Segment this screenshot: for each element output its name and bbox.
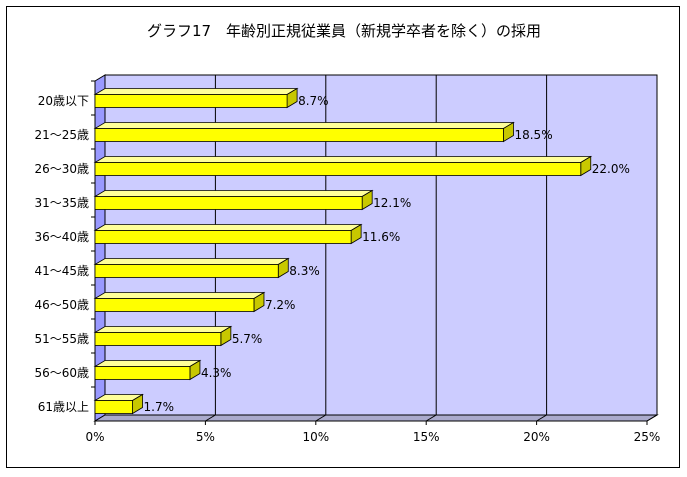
bar-top [93, 258, 290, 265]
x-tick-label: 10% [302, 430, 329, 444]
data-label: 7.2% [265, 298, 296, 312]
bar-top [93, 292, 266, 299]
bar [94, 366, 191, 380]
data-label: 8.7% [298, 94, 329, 108]
bar [94, 162, 582, 176]
bar-top [93, 224, 363, 231]
bar [94, 264, 279, 278]
bar [94, 196, 363, 210]
data-label: 12.1% [373, 196, 411, 210]
category-label: 20歳以下 [38, 94, 89, 108]
bar-top [93, 156, 593, 163]
x-tick-label: 20% [523, 430, 550, 444]
category-label: 21～25歳 [34, 128, 89, 142]
data-label: 8.3% [289, 264, 320, 278]
category-label: 46～50歳 [34, 298, 89, 312]
plot-area: 0% 5% 10% 15% 20% 25% 20歳以下 8.7% 21～25歳 18.5% 26～3… [34, 74, 661, 444]
bar-top [93, 360, 202, 367]
data-label: 18.5% [514, 128, 552, 142]
gridline-floor [315, 414, 327, 422]
bar-top [93, 326, 233, 333]
gridline-floor [205, 414, 216, 422]
category-label: 36～40歳 [34, 230, 89, 244]
bar [94, 94, 288, 108]
x-tick-label: 25% [634, 430, 661, 444]
chart-title: グラフ17 年齢別正規従業員（新規学卒者を除く）の採用 [147, 22, 541, 40]
bar [94, 400, 133, 414]
x-tick-label: 15% [413, 430, 440, 444]
bar [94, 230, 352, 244]
bar [94, 128, 504, 142]
data-label: 1.7% [144, 400, 175, 414]
gridline-floor [646, 414, 658, 422]
plot-floor [93, 414, 659, 422]
category-label: 56～60歳 [34, 366, 89, 380]
gridline-floor [425, 414, 437, 422]
bar-chart: グラフ17 年齢別正規従業員（新規学卒者を除く）の採用 0% 5% 10% 15% 20… [34, 22, 661, 444]
category-label: 41～45歳 [34, 264, 89, 278]
chart-frame: グラフ17 年齢別正規従業員（新規学卒者を除く）の採用 0% 5% 10% 15% 20… [6, 6, 680, 468]
data-label: 11.6% [362, 230, 400, 244]
category-label: 51～55歳 [34, 332, 89, 346]
data-label: 4.3% [201, 366, 232, 380]
x-tick-label: 0% [85, 430, 104, 444]
bar-top [93, 122, 515, 129]
category-label: 61歳以上 [38, 400, 89, 414]
bar [94, 298, 255, 312]
data-label: 5.7% [232, 332, 263, 346]
bar-top [93, 88, 299, 95]
category-label: 31～35歳 [34, 196, 89, 210]
x-tick-label: 5% [196, 430, 215, 444]
bar [94, 332, 222, 346]
category-label: 26～30歳 [34, 162, 89, 176]
data-label: 22.0% [592, 162, 630, 176]
gridline-floor [536, 414, 547, 422]
bar-top [93, 190, 374, 197]
